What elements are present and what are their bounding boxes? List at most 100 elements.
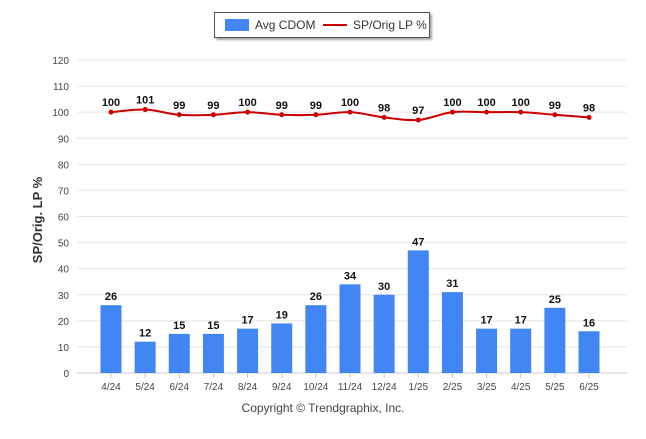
bar (305, 305, 327, 373)
line-point (484, 109, 490, 115)
line-value-label: 98 (378, 102, 390, 114)
x-tick-label: 8/24 (238, 382, 258, 393)
bar (510, 328, 532, 373)
line-series (108, 107, 592, 123)
x-tick-label: 6/25 (579, 382, 599, 393)
x-tick-label: 4/24 (101, 382, 121, 393)
line-value-label: 100 (477, 97, 495, 109)
x-tick-label: 12/24 (372, 382, 397, 393)
line-value-label: 98 (583, 102, 595, 114)
line-point (142, 107, 148, 113)
y-tick-label: 70 (58, 186, 70, 197)
bar (544, 307, 566, 373)
y-tick-label: 110 (53, 82, 69, 93)
y-tick-label: 20 (58, 317, 70, 328)
line-point (449, 109, 455, 115)
bar (407, 250, 429, 373)
copyright-footer: Copyright © Trendgraphix, Inc. (241, 401, 405, 415)
line-value-label: 99 (276, 100, 288, 112)
legend-bar-label: Avg CDOM (255, 18, 316, 32)
bar-value-label: 26 (310, 291, 322, 303)
bar-value-label: 17 (241, 315, 253, 327)
y-tick-label: 90 (58, 134, 70, 145)
bar-value-label: 25 (549, 294, 561, 306)
bar-series (100, 250, 600, 373)
legend[interactable]: Avg CDOM SP/Orig LP % (214, 12, 430, 38)
x-tick-label: 10/24 (303, 382, 328, 393)
bar (168, 333, 190, 373)
x-tick-label: 2/25 (443, 382, 463, 393)
line-value-label: 100 (341, 97, 359, 109)
y-tick-label: 100 (52, 108, 69, 119)
bar-value-label: 30 (378, 281, 390, 293)
x-tick-label: 6/24 (170, 382, 190, 393)
line-value-label: 99 (173, 100, 185, 112)
y-tick-label: 30 (58, 291, 70, 302)
bar-value-label: 15 (207, 320, 219, 332)
bar (202, 333, 224, 373)
data-labels: 26 12 15 15 17 19 26 34 30 47 31 17 17 25 16 100 101 99 99… (102, 95, 595, 340)
bar-value-label: 15 (173, 320, 185, 332)
line-point (552, 112, 558, 118)
bar (339, 284, 361, 373)
line-value-label: 100 (512, 97, 530, 109)
line-point (108, 109, 114, 115)
x-axis: 4/24 5/24 6/24 7/24 8/24 9/24 10/24 11/24 12/24 1… (101, 373, 599, 393)
x-tick-label: 5/25 (545, 382, 565, 393)
y-tick-label: 60 (58, 213, 70, 224)
line-value-label: 101 (136, 95, 154, 107)
y-axis: 0 10 20 30 40 50 60 70 80 90 100 110 120 (52, 56, 69, 380)
y-tick-label: 40 (58, 265, 70, 276)
bar (476, 328, 498, 373)
line-point (347, 109, 353, 115)
line-point (313, 112, 319, 118)
line-value-label: 100 (443, 97, 461, 109)
bar-value-label: 31 (446, 278, 458, 290)
y-tick-label: 0 (63, 369, 69, 380)
legend-line-label: SP/Orig LP % (353, 18, 427, 32)
bar-value-label: 17 (515, 315, 527, 327)
line-point (279, 112, 285, 118)
line-point (210, 112, 216, 118)
line-value-label: 97 (412, 105, 424, 117)
line-value-label: 99 (207, 100, 219, 112)
x-tick-label: 3/25 (477, 382, 497, 393)
bar-value-label: 17 (480, 315, 492, 327)
bar-value-label: 34 (344, 270, 357, 282)
x-tick-label: 11/24 (338, 382, 363, 393)
y-tick-label: 50 (58, 239, 70, 250)
bar-value-label: 19 (276, 309, 288, 321)
line-point (415, 117, 421, 123)
bar-value-label: 26 (105, 291, 117, 303)
line-value-label: 100 (238, 97, 256, 109)
bar-value-label: 12 (139, 328, 151, 340)
x-tick-label: 7/24 (204, 382, 224, 393)
x-tick-label: 9/24 (272, 382, 292, 393)
bar-value-label: 16 (583, 317, 595, 329)
line-value-label: 99 (549, 100, 561, 112)
bar (271, 323, 293, 373)
line-point (245, 109, 251, 115)
y-axis-label: SP/Orig. LP % (30, 176, 45, 263)
y-tick-label: 10 (58, 343, 70, 354)
legend-line-swatch (323, 24, 347, 26)
line-point (176, 112, 182, 118)
bar (441, 292, 463, 373)
bar (578, 331, 600, 373)
y-tick-label: 80 (58, 160, 70, 171)
bar-value-label: 47 (412, 236, 424, 248)
bar (237, 328, 259, 373)
bar (134, 341, 156, 373)
y-tick-label: 120 (52, 56, 69, 67)
x-tick-label: 5/24 (135, 382, 155, 393)
x-tick-label: 1/25 (409, 382, 429, 393)
line-value-label: 100 (102, 97, 120, 109)
legend-bar-swatch (225, 19, 249, 31)
line-point (518, 109, 524, 115)
line-value-label: 99 (310, 100, 322, 112)
bar (373, 294, 395, 373)
x-tick-label: 4/25 (511, 382, 531, 393)
bar (100, 305, 122, 373)
